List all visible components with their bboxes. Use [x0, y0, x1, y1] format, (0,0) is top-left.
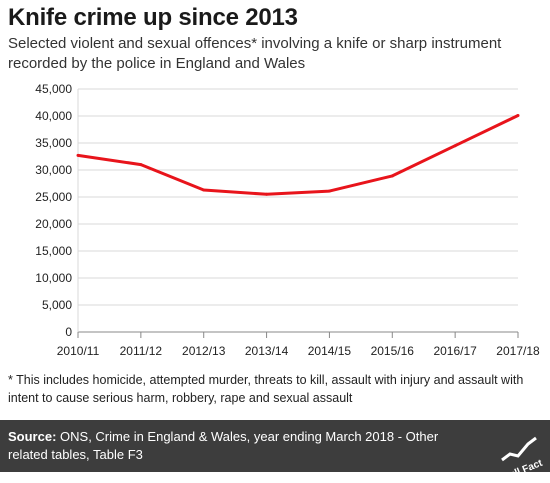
y-tick-label: 40,000	[35, 109, 72, 123]
y-tick-label: 20,000	[35, 217, 72, 231]
data-point	[453, 144, 457, 148]
y-tick-label: 30,000	[35, 163, 72, 177]
chart-title: Knife crime up since 2013	[8, 4, 298, 31]
full-fact-logo-icon	[501, 436, 537, 462]
gridlines	[77, 88, 518, 333]
y-axis-tick-labels: 0 5,000 10,000 15,000 20,000 25,000 30,000 35,0…	[35, 82, 72, 339]
y-tick-label: 10,000	[35, 271, 72, 285]
source-bar: Source: ONS, Crime in England & Wales, y…	[0, 420, 550, 483]
series-layer	[76, 113, 520, 196]
x-tick-label: 2011/12	[120, 344, 163, 358]
x-tick-label: 2010/11	[57, 344, 100, 358]
data-point	[202, 188, 206, 192]
x-tick-label: 2016/17	[433, 344, 477, 358]
x-axis-tick-labels: 2010/11 2011/12 2012/13 2013/14 2014/15 2015/…	[57, 332, 540, 358]
x-tick-label: 2013/14	[245, 344, 289, 358]
y-tick-label: 35,000	[35, 136, 72, 150]
y-tick-label: 45,000	[35, 82, 72, 96]
series-line	[77, 114, 519, 196]
x-tick-label: 2014/15	[308, 344, 352, 358]
x-tick-label: 2017/18	[496, 344, 540, 358]
footnote: * This includes homicide, attempted murd…	[8, 373, 524, 405]
source-text: Source: ONS, Crime in England & Wales, y…	[8, 428, 478, 464]
data-point	[516, 113, 520, 117]
data-point	[265, 192, 269, 196]
y-tick-label: 0	[65, 325, 72, 339]
y-tick-label: 25,000	[35, 190, 72, 204]
data-point	[390, 174, 394, 178]
source-label: Source:	[8, 429, 57, 444]
x-tick-label: 2015/16	[371, 344, 415, 358]
line-chart: 0 5,000 10,000 15,000 20,000 25,000 30,000 35,0…	[35, 82, 540, 358]
data-point	[76, 153, 80, 157]
chart-subtitle: Selected violent and sexual offences* in…	[8, 35, 502, 72]
data-point	[327, 189, 331, 193]
y-tick-label: 5,000	[42, 298, 72, 312]
data-point	[139, 163, 143, 167]
y-tick-label: 15,000	[35, 244, 72, 258]
x-tick-label: 2012/13	[182, 344, 226, 358]
source-detail: ONS, Crime in England & Wales, year endi…	[8, 429, 439, 462]
